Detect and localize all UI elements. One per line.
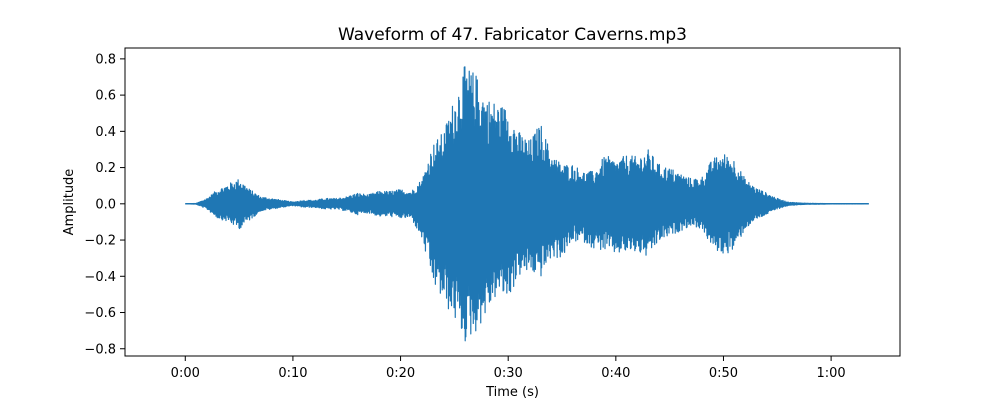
y-tick-label: 0.6 bbox=[95, 89, 116, 104]
y-tick-label: 0.8 bbox=[95, 52, 116, 67]
x-tick-label: 0:10 bbox=[278, 366, 307, 381]
x-tick-label: 0:20 bbox=[386, 366, 415, 381]
x-axis-label: Time (s) bbox=[485, 385, 539, 400]
y-axis-label: Amplitude bbox=[62, 169, 77, 236]
y-tick-label: −0.2 bbox=[84, 234, 116, 249]
y-tick-label: −0.4 bbox=[84, 270, 116, 285]
y-tick-label: 0.2 bbox=[95, 161, 116, 176]
plot-frame bbox=[124, 47, 901, 357]
y-tick-label: −0.6 bbox=[84, 306, 116, 321]
y-tick-label: 0.4 bbox=[95, 125, 116, 140]
x-tick-label: 0:00 bbox=[171, 366, 200, 381]
waveform-layer bbox=[184, 66, 870, 342]
x-tick-label: 0:30 bbox=[494, 366, 523, 381]
y-tick-label: −0.8 bbox=[84, 342, 116, 357]
x-tick-label: 0:40 bbox=[601, 366, 630, 381]
y-tick-label: 0.0 bbox=[95, 197, 116, 212]
chart-title: Waveform of 47. Fabricator Caverns.mp3 bbox=[338, 25, 687, 45]
x-tick-label: 0:50 bbox=[709, 366, 738, 381]
y-axis: −0.8 −0.6 −0.4 −0.2 0.0 0.2 0.4 0.6 0.8 bbox=[84, 52, 125, 357]
x-axis: 0:00 0:10 0:20 0:30 0:40 0:50 1:00 bbox=[171, 356, 846, 381]
x-tick-label: 1:00 bbox=[817, 366, 846, 381]
